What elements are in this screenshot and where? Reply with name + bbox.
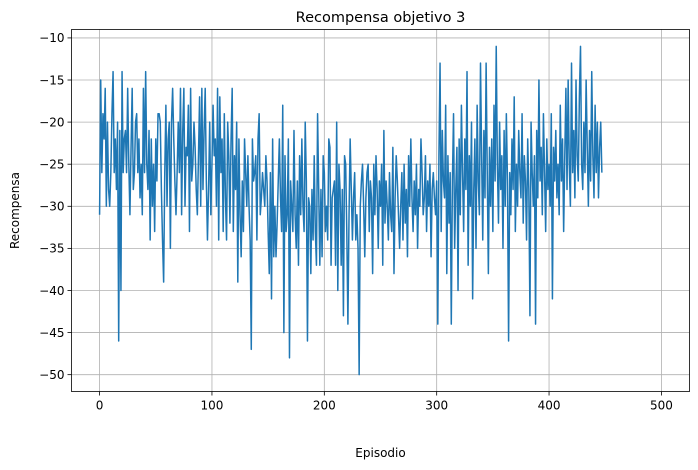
y-tick-label: −40	[39, 284, 64, 298]
y-tick-label: −50	[39, 368, 64, 382]
series-layer	[98, 45, 603, 376]
y-tick-label: −10	[39, 31, 64, 45]
y-tick-label: −45	[39, 326, 64, 340]
x-tick-label: 400	[538, 399, 561, 413]
plot-frame	[71, 29, 690, 392]
y-tick-label: −30	[39, 200, 64, 214]
y-tick-label: −35	[39, 242, 64, 256]
series-line-0	[98, 45, 603, 376]
y-tick-label: −20	[39, 115, 64, 129]
y-tick-label: −15	[39, 73, 64, 87]
x-tick-label: 300	[425, 399, 448, 413]
x-axis-title: Episodio	[355, 446, 405, 460]
x-tick-label: 200	[313, 399, 336, 413]
ticks: 0 100 200 300 400 500 −50 −45 −40 −35 −30 −25 −20 −15…	[39, 31, 673, 412]
x-tick-label: 0	[96, 399, 104, 413]
y-tick-label: −25	[39, 157, 64, 171]
y-axis-title: Recompensa	[8, 172, 22, 249]
x-tick-label: 500	[650, 399, 673, 413]
x-tick-label: 100	[201, 399, 224, 413]
chart-title: Recompensa objetivo 3	[296, 10, 466, 26]
